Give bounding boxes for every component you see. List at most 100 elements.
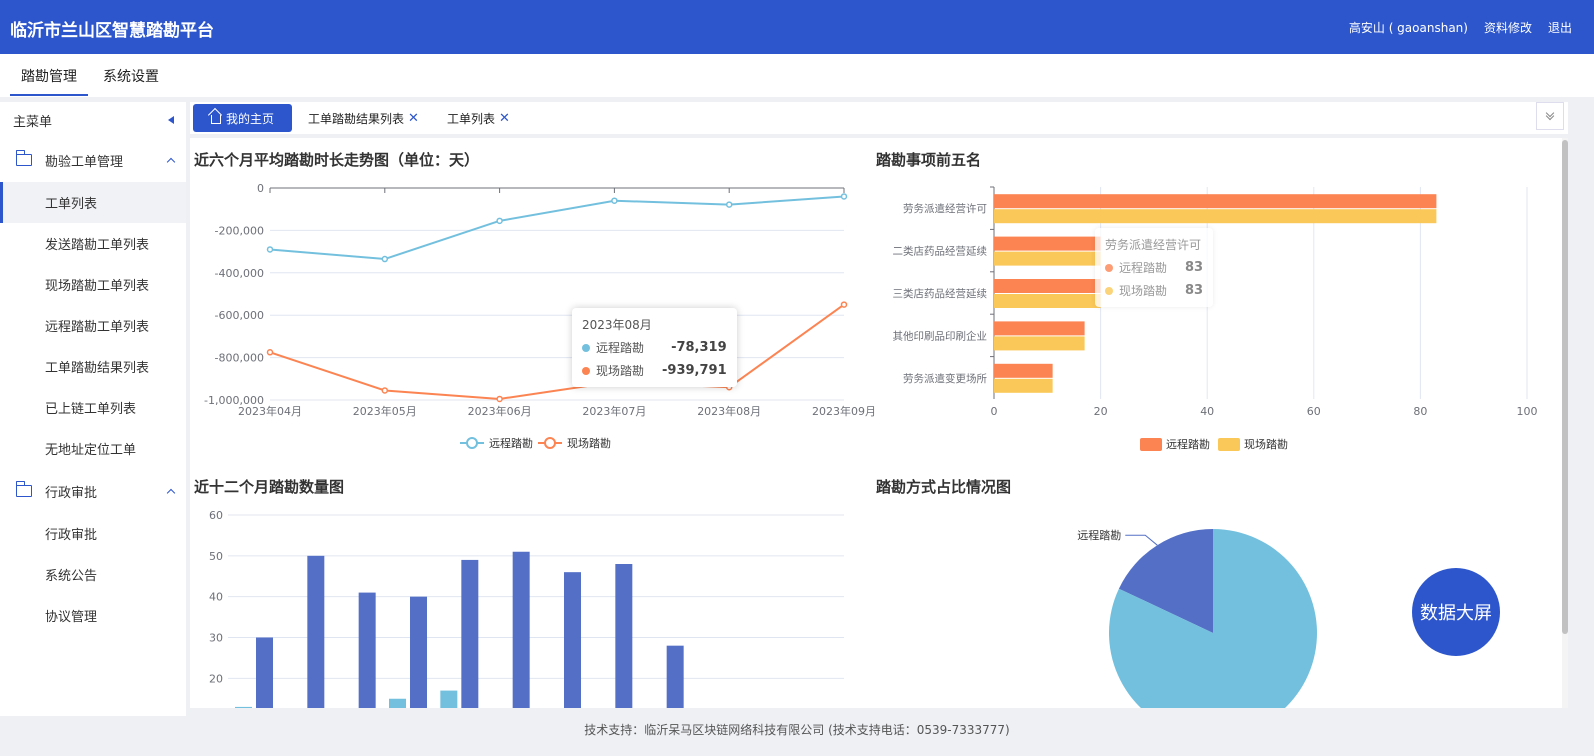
sidebar-item-remote-orders[interactable]: 远程踏勘工单列表 xyxy=(45,320,150,335)
pie-label: 远程踏勘 xyxy=(1077,528,1121,542)
x-tick-label: 40 xyxy=(1200,405,1214,418)
tooltip-series-name: 远程踏勘 xyxy=(1119,261,1168,275)
x-tick-label: 2023年06月 xyxy=(468,404,532,418)
collapse-sidebar-icon[interactable] xyxy=(168,116,174,124)
series-dot-icon xyxy=(582,366,590,375)
tooltip-row: 远程踏勘 83 xyxy=(1105,259,1203,276)
y-tick-label: 40 xyxy=(209,591,223,604)
data-point xyxy=(381,255,389,263)
tab-home[interactable]: 我的主页 xyxy=(193,104,292,132)
data-point xyxy=(725,201,733,208)
user-area: 高安山 ( gaoanshan) 资料修改 退出 xyxy=(1349,19,1572,36)
sidebar-item-sent-orders[interactable]: 发送踏勘工单列表 xyxy=(45,238,150,253)
tooltip-title: 2023年08月 xyxy=(582,318,652,332)
data-point xyxy=(840,193,848,200)
sidebar-group-admin-approval[interactable]: 行政审批 xyxy=(0,469,186,513)
trend-chart-title: 近六个月平均踏勘时长走势图（单位：天） xyxy=(194,151,480,169)
scrollbar-thumb[interactable] xyxy=(1562,140,1568,634)
monthly-chart-title: 近十二个月踏勘数量图 xyxy=(194,478,345,496)
tab-home-label: 我的主页 xyxy=(225,111,274,126)
data-point xyxy=(611,197,618,204)
tab-label: 工单踏勘结果列表 xyxy=(308,111,405,126)
series-line xyxy=(269,303,845,400)
y-tick-label: 劳务派遣变更场所 xyxy=(903,372,987,385)
data-point xyxy=(266,349,274,356)
close-icon[interactable]: ✕ xyxy=(499,110,510,126)
bar xyxy=(256,637,273,708)
top5-chart-title: 踏勘事项前五名 xyxy=(876,151,982,169)
dashboard-charts-svg: 0 -200,000 -400,000 -600,000 -800,000 -1,000,… xyxy=(204,182,1538,708)
sidebar-item-no-address-orders[interactable]: 无地址定位工单 xyxy=(45,443,137,458)
module-tab-survey[interactable]: 踏勘管理 xyxy=(10,66,88,96)
bar xyxy=(410,596,427,708)
profile-edit-link[interactable]: 资料修改 xyxy=(1483,21,1532,35)
y-tick-label: 0 xyxy=(257,182,264,195)
home-icon xyxy=(210,115,221,124)
bar xyxy=(389,698,406,708)
folder-icon xyxy=(15,150,32,166)
module-tab-settings[interactable]: 系统设置 xyxy=(103,69,159,85)
sidebar-group-survey-orders[interactable]: 勘验工单管理 xyxy=(0,138,186,182)
close-icon[interactable]: ✕ xyxy=(408,110,419,126)
tooltip-value: -78,319 xyxy=(671,340,727,355)
y-tick-label: -200,000 xyxy=(215,224,264,237)
data-point xyxy=(496,217,503,225)
sidebar-item-onsite-orders[interactable]: 现场踏勘工单列表 xyxy=(45,279,150,294)
more-tabs-button[interactable] xyxy=(1536,102,1564,130)
bar xyxy=(994,321,1085,336)
series-dot-icon xyxy=(1105,286,1113,295)
tooltip-value: 83 xyxy=(1185,283,1204,298)
y-tick-label: 二类店药品经营延续 xyxy=(893,245,988,258)
pie-slice xyxy=(1118,529,1213,633)
tab-label: 工单列表 xyxy=(447,111,496,126)
tooltip-value: 83 xyxy=(1185,260,1204,275)
tab-result-list[interactable]: 工单踏勘结果列表 ✕ xyxy=(308,104,419,132)
bar xyxy=(512,551,530,708)
user-name[interactable]: 高安山 ( gaoanshan) xyxy=(1348,21,1468,35)
chevron-up-icon xyxy=(166,157,176,167)
module-divider xyxy=(0,97,1594,102)
pie-chart-title: 踏勘方式占比情况图 xyxy=(876,478,1012,496)
legend-swatch xyxy=(1218,438,1240,451)
sidebar-title: 主菜单 xyxy=(13,114,53,130)
data-point xyxy=(381,387,389,394)
y-tick-label: -800,000 xyxy=(215,352,264,365)
bar xyxy=(994,209,1437,224)
sidebar-item-agreements[interactable]: 协议管理 xyxy=(45,610,98,625)
legend-swatch xyxy=(1140,438,1162,451)
sidebar-item-approval[interactable]: 行政审批 xyxy=(45,528,98,543)
trend-tooltip: 2023年08月 远程踏勘 -78,319 现场踏勘 -939,791 xyxy=(572,308,737,387)
y-tick-label: -600,000 xyxy=(215,309,264,322)
tooltip-series-name: 远程踏勘 xyxy=(596,341,645,355)
bar xyxy=(994,251,1101,266)
module-bar: 踏勘管理 系统设置 xyxy=(0,54,1594,98)
tab-order-list[interactable]: 工单列表 ✕ xyxy=(447,104,510,132)
x-tick-label: 0 xyxy=(991,405,998,418)
series-dot-icon xyxy=(582,343,590,352)
sidebar-item-chain-orders[interactable]: 已上链工单列表 xyxy=(45,402,137,417)
tooltip-value: -939,791 xyxy=(662,363,727,378)
x-tick-label: 2023年04月 xyxy=(238,404,302,418)
chevron-up-icon xyxy=(166,488,176,498)
data-big-screen-button[interactable]: 数据大屏 xyxy=(1412,568,1500,656)
legend-marker xyxy=(544,437,556,449)
top-header: 临沂市兰山区智慧踏勘平台 高安山 ( gaoanshan) 资料修改 退出 xyxy=(0,0,1594,54)
sidebar-item-result-list[interactable]: 工单踏勘结果列表 xyxy=(45,361,150,376)
tooltip-row: 远程踏勘 -78,319 xyxy=(582,339,727,356)
bar xyxy=(666,645,684,708)
tooltip-series-name: 现场踏勘 xyxy=(1119,284,1168,298)
x-tick-label: 2023年08月 xyxy=(697,404,761,418)
tooltip-series-name: 现场踏勘 xyxy=(596,364,645,378)
sidebar: 主菜单 勘验工单管理 工单列表 发送踏勘工单列表 现场踏勘工单列表 远程踏勘工单… xyxy=(0,102,186,728)
sidebar-group-label: 勘验工单管理 xyxy=(45,154,124,170)
pie-slice xyxy=(1109,529,1317,708)
data-point xyxy=(840,301,848,308)
sidebar-item-announcements[interactable]: 系统公告 xyxy=(45,569,98,584)
y-tick-label: 60 xyxy=(209,509,223,522)
y-tick-label: -1,000,000 xyxy=(204,394,264,407)
y-tick-label: 30 xyxy=(209,632,223,645)
sidebar-item-order-list[interactable]: 工单列表 xyxy=(0,182,186,223)
bar xyxy=(307,555,325,708)
logout-link[interactable]: 退出 xyxy=(1547,21,1572,35)
bar xyxy=(994,236,1101,251)
